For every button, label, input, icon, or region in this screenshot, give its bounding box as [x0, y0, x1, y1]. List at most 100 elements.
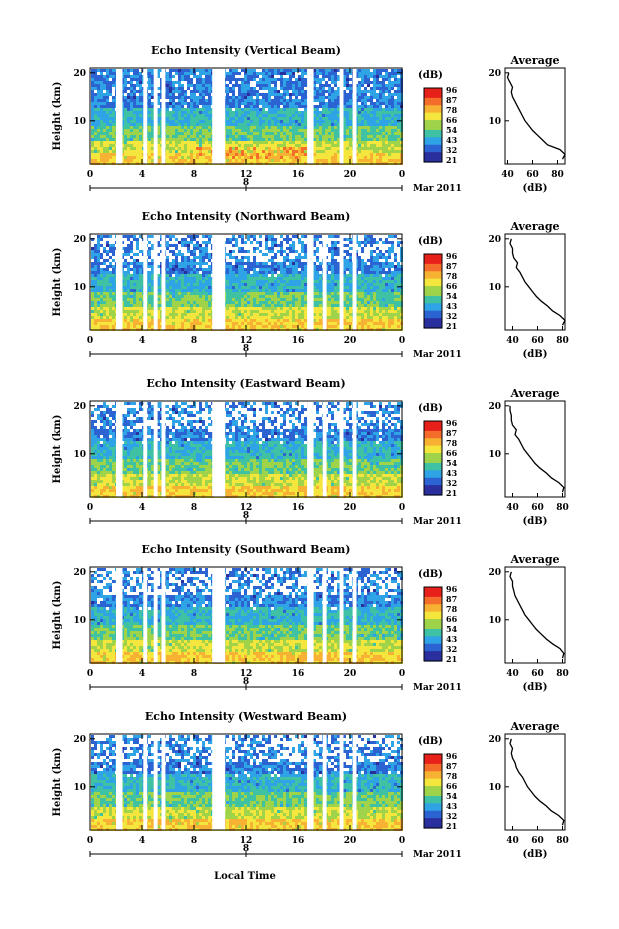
heatmap-cell [346, 129, 349, 132]
average-x-tick-label: 40 [501, 170, 514, 180]
heatmap-cell [361, 250, 364, 253]
heatmap-cell [196, 99, 199, 102]
heatmap-cell [190, 111, 193, 114]
heatmap-cell [382, 69, 385, 72]
heatmap-cell [394, 156, 397, 159]
heatmap-cell [184, 289, 187, 292]
heatmap-cell [148, 253, 151, 256]
heatmap-cell [178, 123, 181, 126]
heatmap-cell [334, 235, 337, 238]
heatmap-cell [124, 253, 127, 256]
heatmap-cell [103, 159, 106, 162]
heatmap-cell [346, 135, 349, 138]
heatmap-cell [283, 153, 286, 156]
heatmap-cell [283, 147, 286, 150]
colorbar-segment [424, 154, 442, 158]
heatmap-cell [187, 262, 190, 265]
heatmap-cell [229, 120, 232, 123]
heatmap-cell [337, 108, 340, 111]
heatmap-cell [205, 87, 208, 90]
heatmap-cell [190, 141, 193, 144]
heatmap-cell [232, 159, 235, 162]
heatmap-cell [319, 96, 322, 99]
heatmap-cell [397, 144, 400, 147]
heatmap-cell [370, 138, 373, 141]
heatmap-cell [97, 126, 100, 129]
heatmap-cell [259, 286, 262, 289]
heatmap-cell [166, 262, 169, 265]
heatmap-cell [97, 87, 100, 90]
heatmap-cell [181, 256, 184, 259]
heatmap-cell [283, 114, 286, 117]
heatmap-cell [229, 102, 232, 105]
heatmap-cell [247, 84, 250, 87]
heatmap-cell [376, 126, 379, 129]
heatmap-cell [265, 247, 268, 250]
heatmap-cell [202, 268, 205, 271]
heatmap-cell [184, 280, 187, 283]
heatmap-cell [394, 147, 397, 150]
heatmap-cell [103, 150, 106, 153]
heatmap-cell [184, 108, 187, 111]
heatmap-cell [148, 156, 151, 159]
y-axis-label: Height (km) [52, 82, 63, 151]
heatmap-cell [175, 114, 178, 117]
heatmap-cell [250, 87, 253, 90]
heatmap-cell [268, 132, 271, 135]
heatmap-cell [247, 238, 250, 241]
heatmap-cell [358, 123, 361, 126]
heatmap-cell [382, 75, 385, 78]
heatmap-cell [187, 147, 190, 150]
heatmap-cell [361, 144, 364, 147]
heatmap-cell [346, 81, 349, 84]
heatmap-cell [187, 108, 190, 111]
heatmap-cell [208, 114, 211, 117]
heatmap-cell [364, 108, 367, 111]
heatmap-cell [166, 117, 169, 120]
heatmap-cell [397, 90, 400, 93]
heatmap-cell [205, 123, 208, 126]
heatmap-cell [187, 129, 190, 132]
heatmap-cell [91, 153, 94, 156]
heatmap-cell [187, 120, 190, 123]
heatmap-cell [136, 247, 139, 250]
heatmap-cell [178, 132, 181, 135]
heatmap-cell [181, 129, 184, 132]
heatmap-cell [280, 268, 283, 271]
heatmap-cell [274, 102, 277, 105]
heatmap-cell [271, 75, 274, 78]
colorbar-segment [424, 152, 442, 156]
heatmap-cell [367, 159, 370, 162]
heatmap-cell [169, 265, 172, 268]
heatmap-cell [271, 235, 274, 238]
heatmap-cell [112, 280, 115, 283]
heatmap-cell [379, 117, 382, 120]
heatmap-cell [358, 241, 361, 244]
heatmap-cell [178, 150, 181, 153]
heatmap-cell [193, 141, 196, 144]
heatmap-cell [205, 72, 208, 75]
heatmap-cell [388, 105, 391, 108]
heatmap-cell [328, 150, 331, 153]
heatmap-cell [361, 90, 364, 93]
heatmap-cell [361, 153, 364, 156]
heatmap-cell [226, 75, 229, 78]
heatmap-cell [175, 141, 178, 144]
heatmap-cell [205, 150, 208, 153]
heatmap-cell [313, 117, 316, 120]
heatmap-cell [178, 87, 181, 90]
heatmap-cell [199, 84, 202, 87]
heatmap-cell [232, 265, 235, 268]
heatmap-cell [94, 108, 97, 111]
heatmap-cell [151, 147, 154, 150]
heatmap-cell [373, 144, 376, 147]
heatmap-cell [331, 87, 334, 90]
heatmap-cell [181, 277, 184, 280]
average-x-tick-label: 80 [551, 170, 564, 180]
heatmap-cell [190, 102, 193, 105]
heatmap-cell [250, 123, 253, 126]
colorbar-segment [424, 100, 442, 104]
heatmap-cell [274, 144, 277, 147]
heatmap-cell [367, 265, 370, 268]
heatmap-cell [136, 141, 139, 144]
